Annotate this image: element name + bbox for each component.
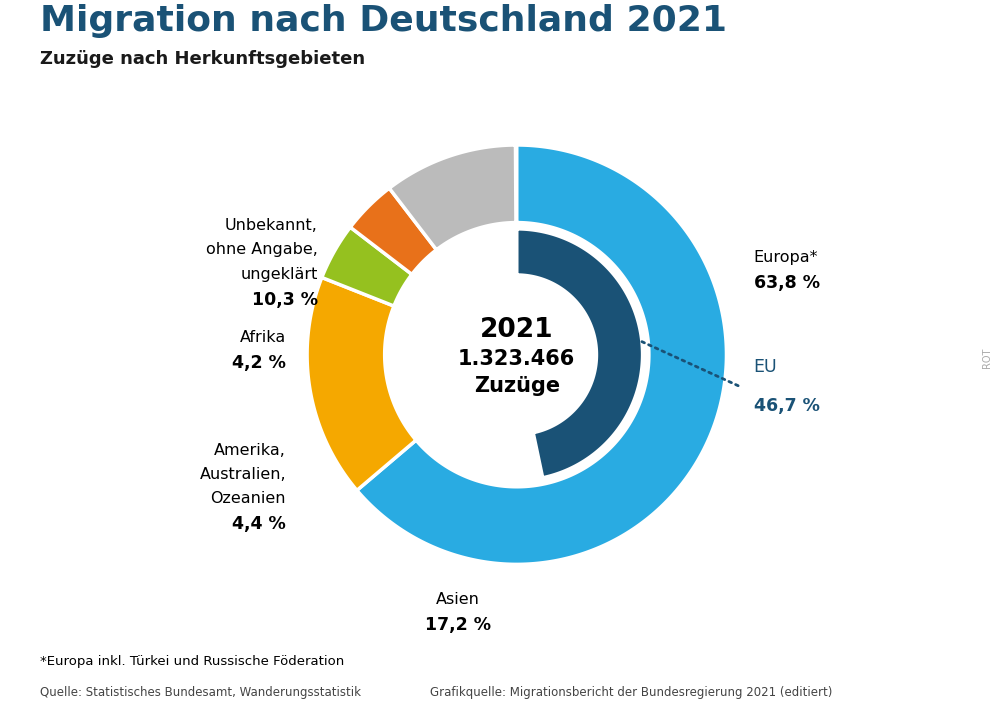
Text: 63,8 %: 63,8 % xyxy=(754,274,820,292)
Text: Unbekannt,: Unbekannt, xyxy=(225,218,318,233)
Text: 46,7 %: 46,7 % xyxy=(754,397,820,415)
Polygon shape xyxy=(307,278,416,490)
Circle shape xyxy=(437,275,596,435)
Text: 17,2 %: 17,2 % xyxy=(425,616,491,634)
Text: Australien,: Australien, xyxy=(199,467,286,482)
Text: Afrika: Afrika xyxy=(240,329,286,344)
Text: ohne Angabe,: ohne Angabe, xyxy=(206,243,318,258)
Text: Migration nach Deutschland 2021: Migration nach Deutschland 2021 xyxy=(40,4,727,37)
Polygon shape xyxy=(517,229,643,478)
Text: 4,2 %: 4,2 % xyxy=(232,354,286,372)
Polygon shape xyxy=(322,227,412,306)
Text: EU: EU xyxy=(754,358,777,376)
Text: ROT: ROT xyxy=(982,348,992,368)
Text: Ozeanien: Ozeanien xyxy=(211,491,286,506)
Text: Quelle: Statistisches Bundesamt, Wanderungsstatistik: Quelle: Statistisches Bundesamt, Wanderu… xyxy=(40,686,361,699)
Text: 4,4 %: 4,4 % xyxy=(232,515,286,533)
Polygon shape xyxy=(389,145,516,250)
Text: 10,3 %: 10,3 % xyxy=(252,291,318,309)
Text: Asien: Asien xyxy=(436,591,480,606)
Text: Grafikquelle: Migrationsbericht der Bundesregierung 2021 (editiert): Grafikquelle: Migrationsbericht der Bund… xyxy=(430,686,832,699)
Text: Zuzüge nach Herkunftsgebieten: Zuzüge nach Herkunftsgebieten xyxy=(40,50,365,68)
Text: 2021: 2021 xyxy=(480,316,554,342)
Text: ungeklärt: ungeklärt xyxy=(240,266,318,281)
Text: 1.323.466: 1.323.466 xyxy=(458,349,575,369)
Text: Zuzüge: Zuzüge xyxy=(474,376,560,396)
Text: Amerika,: Amerika, xyxy=(214,442,286,458)
Polygon shape xyxy=(350,188,436,274)
Text: Europa*: Europa* xyxy=(754,250,818,265)
Text: *Europa inkl. Türkei und Russische Föderation: *Europa inkl. Türkei und Russische Föder… xyxy=(40,655,344,668)
Polygon shape xyxy=(357,145,726,564)
